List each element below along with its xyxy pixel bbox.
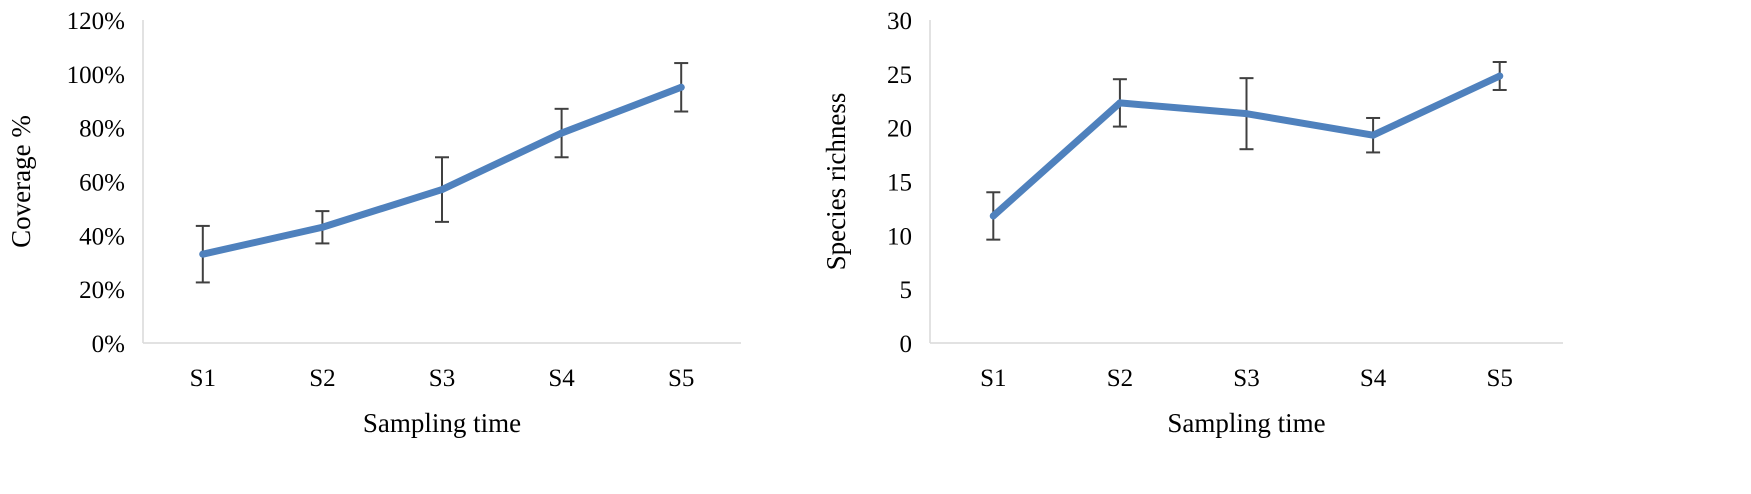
data-point <box>1369 131 1377 139</box>
x-tick-label: S4 <box>548 365 575 392</box>
x-tick-label: S1 <box>190 365 216 392</box>
y-axis-title: Coverage % <box>6 115 36 248</box>
data-point <box>199 250 207 258</box>
data-point <box>558 129 566 137</box>
x-tick-label: S5 <box>1486 365 1512 392</box>
x-tick-label: S2 <box>309 365 335 392</box>
x-tick-label: S3 <box>429 365 455 392</box>
y-tick-label: 10 <box>887 223 912 250</box>
x-tick-label: S3 <box>1233 365 1259 392</box>
y-tick-label: 0% <box>92 331 125 358</box>
y-tick-label: 100% <box>67 62 125 89</box>
y-tick-label: 80% <box>79 116 125 143</box>
species-richness-chart: 0 5 10 15 20 25 30 S1 S2 S3 S4 S5 Sampling time Speci… <box>821 8 1563 438</box>
data-point <box>989 212 997 220</box>
y-tick-label: 5 <box>900 277 913 304</box>
coverage-chart: 0% 20% 40% 60% 80% 100% 120% S1 S2 S3 S4 S5 Sampling… <box>6 8 741 438</box>
y-tick-label: 0 <box>900 331 913 358</box>
x-tick-label: S1 <box>980 365 1006 392</box>
data-point <box>1496 72 1504 80</box>
data-point <box>438 186 446 194</box>
y-tick-label: 120% <box>67 8 125 35</box>
data-point <box>1116 99 1124 107</box>
x-axis-title: Sampling time <box>1167 408 1325 438</box>
y-tick-label: 30 <box>887 8 912 35</box>
y-tick-label: 25 <box>887 62 912 89</box>
x-tick-label: S5 <box>668 365 694 392</box>
y-tick-label: 60% <box>79 170 125 197</box>
y-tick-label: 20 <box>887 116 912 143</box>
x-tick-label: S4 <box>1360 365 1387 392</box>
data-point <box>1243 110 1250 118</box>
x-tick-label: S2 <box>1107 365 1133 392</box>
y-tick-label: 20% <box>79 277 125 304</box>
y-tick-label: 40% <box>79 223 125 250</box>
y-axis-title: Species richness <box>821 93 851 271</box>
y-tick-label: 15 <box>887 170 912 197</box>
x-axis-title: Sampling time <box>363 408 521 438</box>
data-point <box>677 83 685 91</box>
data-point <box>318 223 326 231</box>
